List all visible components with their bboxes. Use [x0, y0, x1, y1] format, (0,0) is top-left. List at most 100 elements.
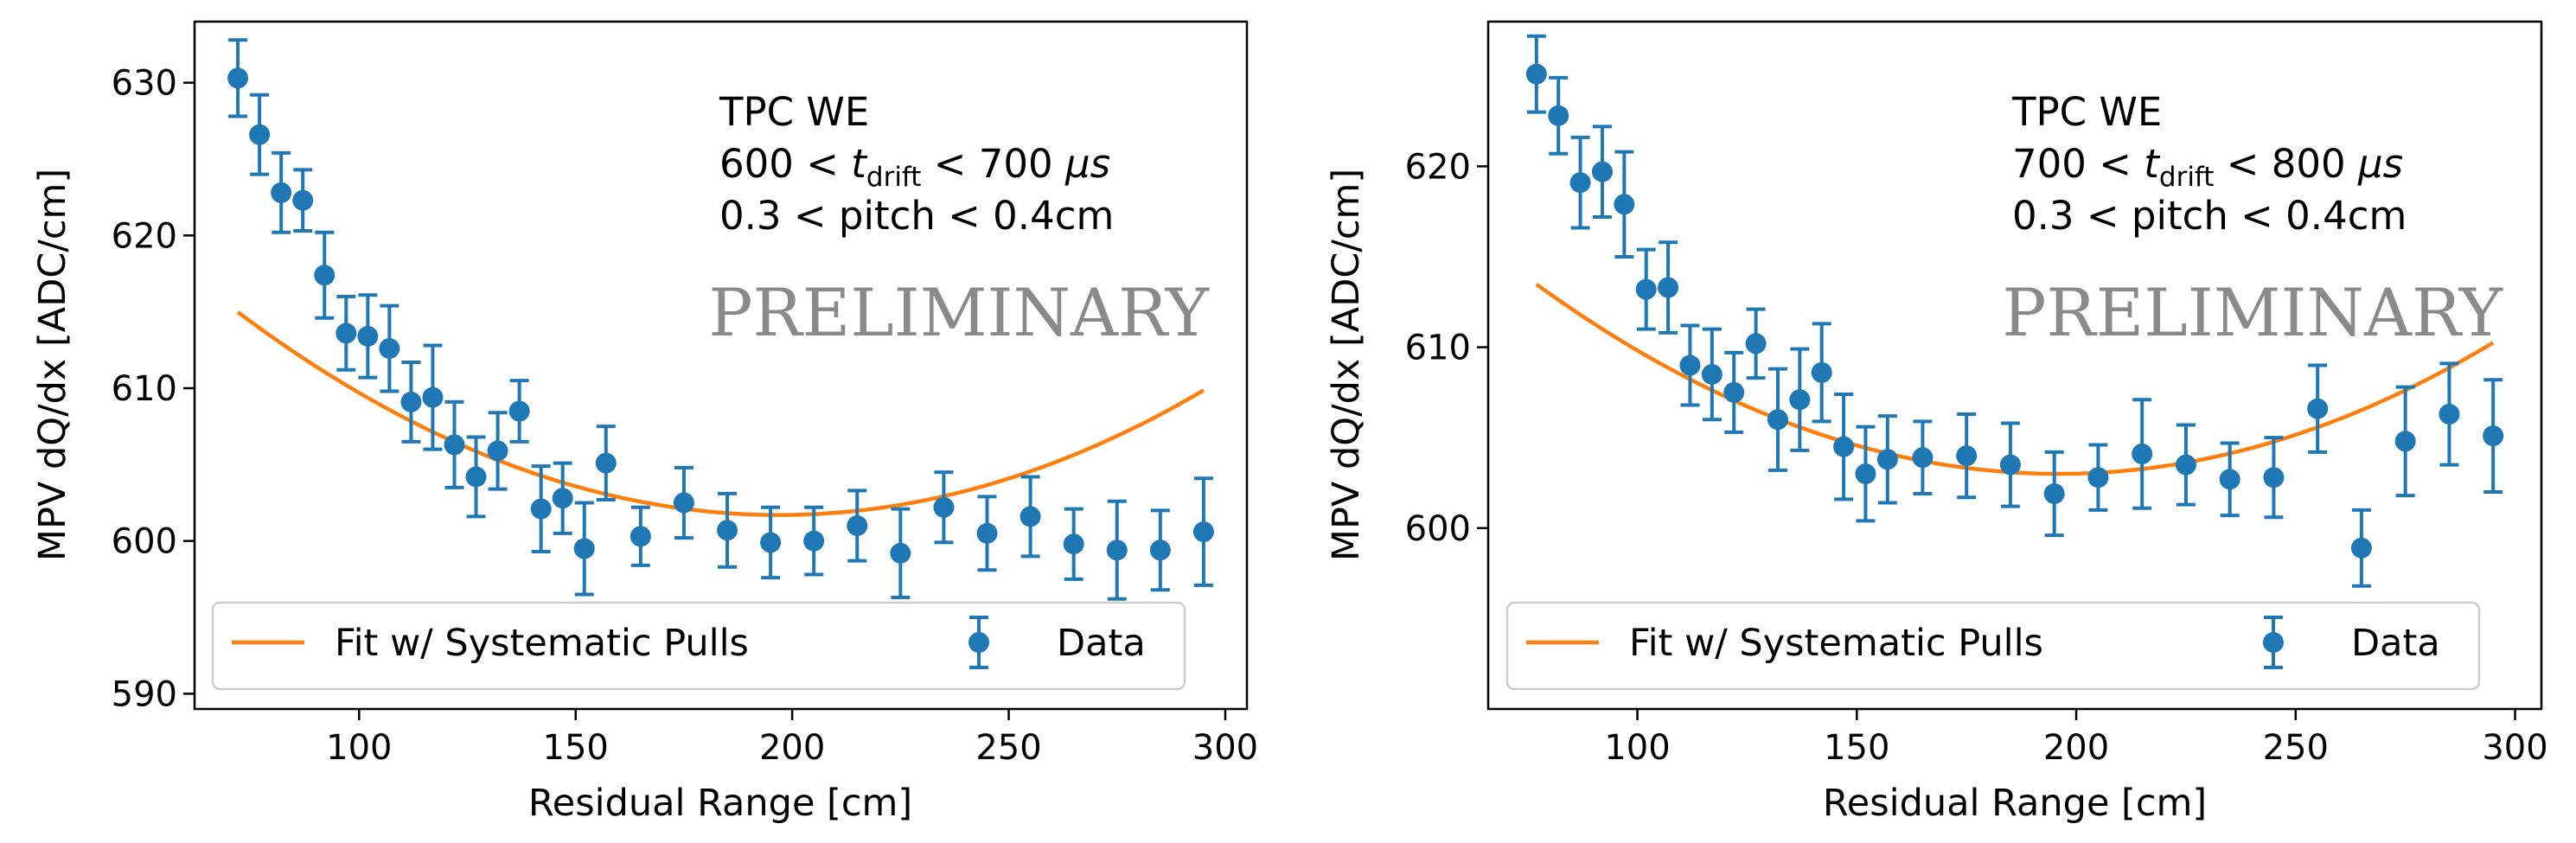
x-tick-label: 250	[2263, 728, 2329, 768]
right-annotation-detector: TPC WE	[2011, 89, 2162, 135]
y-tick-label: 590	[112, 674, 177, 714]
data-point	[2483, 378, 2504, 494]
data-point	[630, 505, 651, 567]
y-tick-label: 610	[112, 369, 177, 409]
left-plot-area	[193, 20, 1249, 711]
data-point	[2307, 363, 2329, 454]
right-y-axis-label: MPV dQ/dx [ADC/cm]	[1325, 169, 1368, 561]
data-point	[1745, 307, 1767, 380]
data-point	[357, 293, 379, 380]
left-annotation-pitch: 0.3 < pitch < 0.4cm	[719, 193, 1114, 239]
data-point	[422, 343, 444, 451]
data-point	[673, 465, 694, 540]
data-point	[803, 505, 825, 577]
data-point	[249, 93, 271, 176]
right-preliminary-watermark: PRELIMINARY	[2002, 274, 2502, 351]
left-y-axis-label: MPV dQ/dx [ADC/cm]	[31, 169, 74, 561]
data-point	[2263, 436, 2285, 520]
y-tick-label: 610	[1405, 329, 1471, 368]
data-point	[2132, 398, 2153, 510]
right-legend-box	[1505, 601, 2481, 691]
data-point	[1811, 322, 1832, 424]
left-legend-box	[211, 601, 1186, 691]
y-tick-label: 620	[112, 216, 177, 256]
data-point	[847, 489, 868, 563]
data-point	[1789, 347, 1811, 452]
data-point	[2175, 423, 2196, 507]
data-point	[1658, 240, 1679, 335]
x-tick-label: 150	[543, 728, 609, 768]
data-point	[444, 399, 465, 489]
data-point	[1548, 75, 1569, 156]
data-point	[508, 379, 530, 444]
x-tick-label: 300	[2482, 728, 2547, 768]
left-legend-data-swatch	[968, 616, 989, 669]
fit-line	[236, 310, 1205, 517]
data-point	[1956, 412, 1978, 500]
right-annotation-pitch: 0.3 < pitch < 0.4cm	[2012, 193, 2407, 239]
data-point	[1912, 419, 1934, 496]
left-panel: 100 150 200 250 300 590 600 610 620 630 TPC WE 60…	[31, 20, 1258, 825]
data-point	[1591, 125, 1613, 219]
data-point	[976, 495, 998, 572]
y-tick-label: 620	[1405, 147, 1471, 187]
left-x-axis-label: Residual Range [cm]	[528, 782, 912, 825]
data-point	[717, 491, 738, 569]
data-point	[552, 461, 573, 535]
data-point	[400, 360, 422, 444]
data-point	[2219, 441, 2240, 518]
data-point	[530, 464, 552, 554]
x-tick-label: 200	[2043, 728, 2109, 768]
data-point	[933, 470, 955, 545]
data-point	[227, 38, 249, 118]
data-point	[1614, 150, 1635, 259]
data-point	[573, 501, 595, 597]
data-point	[271, 150, 292, 234]
data-point	[2350, 508, 2372, 588]
right-legend: Fit w/ Systematic Pulls Data	[1505, 601, 2481, 691]
x-tick-label: 250	[975, 728, 1041, 768]
data-point	[1679, 323, 1701, 407]
x-tick-label: 150	[1824, 728, 1889, 768]
left-preliminary-watermark: PRELIMINARY	[708, 274, 1209, 351]
data-point	[1767, 367, 1788, 472]
data-point	[1855, 425, 1876, 523]
right-data-points	[1525, 34, 2504, 588]
data-point	[890, 507, 911, 600]
data-point	[465, 435, 487, 519]
x-tick-label: 100	[1604, 728, 1670, 768]
left-data-points	[227, 38, 1214, 601]
data-point	[1525, 34, 1547, 114]
data-point	[1569, 135, 1591, 230]
left-annotation-detector: TPC WE	[719, 89, 869, 135]
y-tick-label: 600	[112, 522, 177, 562]
right-x-axis-label: Residual Range [cm]	[1823, 782, 2207, 825]
data-point	[1701, 327, 1723, 422]
data-point	[1192, 476, 1214, 587]
data-point	[292, 168, 314, 233]
left-legend: Fit w/ Systematic Pulls Data	[211, 601, 1186, 691]
data-point	[1063, 507, 1084, 581]
left-legend-data-label: Data	[1057, 622, 1146, 665]
data-point	[1723, 350, 1745, 434]
right-ticks: 100 150 200 250 300 600 610 620	[1405, 147, 2548, 768]
right-legend-fit-label: Fit w/ Systematic Pulls	[1629, 622, 2043, 665]
data-point	[1149, 508, 1171, 592]
x-tick-label: 100	[326, 728, 392, 768]
x-tick-label: 200	[759, 728, 825, 768]
data-point	[379, 303, 400, 393]
y-tick-label: 630	[112, 64, 177, 104]
data-point	[1999, 421, 2021, 508]
data-point	[314, 230, 336, 320]
data-point	[1106, 499, 1128, 601]
left-ticks: 100 150 200 250 300 590 600 610 620 630	[112, 64, 1258, 768]
data-point	[2394, 385, 2416, 498]
data-point	[1635, 247, 1657, 331]
data-point	[1876, 414, 1898, 505]
right-legend-data-label: Data	[2351, 622, 2440, 665]
left-fit-curve	[236, 310, 1205, 517]
data-point	[1020, 475, 1041, 559]
data-point	[760, 505, 782, 580]
